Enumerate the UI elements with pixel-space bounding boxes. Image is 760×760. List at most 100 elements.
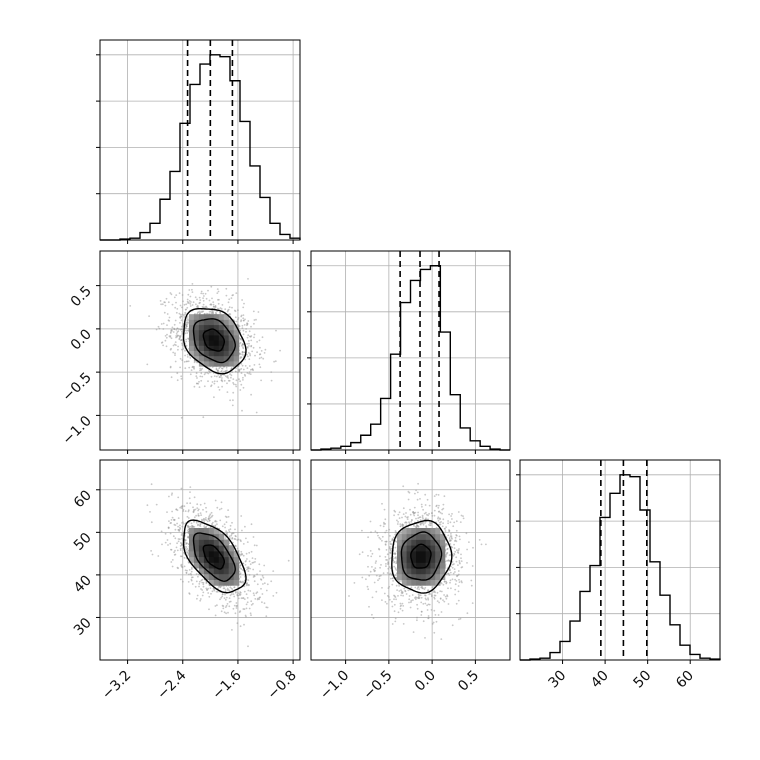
sample-point	[250, 339, 253, 342]
sample-point	[200, 372, 203, 375]
sample-point	[431, 594, 433, 597]
sample-point	[408, 521, 410, 524]
sample-point	[470, 584, 473, 587]
sample-point	[386, 602, 388, 605]
sample-point	[395, 574, 397, 577]
density-cell	[430, 528, 436, 535]
density-cell	[223, 550, 230, 558]
sample-point	[208, 299, 211, 302]
sample-point	[408, 601, 410, 604]
sample-point	[424, 586, 427, 589]
sample-point	[240, 550, 243, 553]
sample-point	[428, 512, 430, 515]
sample-point	[458, 548, 460, 550]
y-tick-label: 40	[71, 572, 95, 596]
sample-point	[181, 537, 184, 540]
sample-point	[447, 603, 450, 605]
sample-point	[188, 300, 191, 302]
sample-point	[182, 510, 185, 512]
sample-point	[171, 330, 173, 332]
sample-point	[367, 536, 369, 539]
sample-point	[439, 511, 442, 514]
density-cell	[228, 340, 235, 346]
density-cell	[203, 533, 210, 540]
sample-point	[225, 287, 228, 290]
sample-point	[177, 567, 180, 570]
density-cell	[203, 360, 210, 367]
sample-point	[421, 587, 424, 590]
density-cell	[213, 355, 220, 362]
sample-point	[244, 365, 247, 367]
sample-point	[235, 379, 238, 382]
density-cell	[189, 533, 195, 540]
y-tick-label: −1.0	[59, 413, 94, 448]
sample-point	[191, 283, 194, 285]
sample-point	[454, 578, 456, 581]
sample-point	[195, 372, 198, 375]
sample-point	[216, 590, 219, 593]
sample-point	[168, 335, 171, 337]
sample-point	[234, 310, 237, 313]
sample-point	[430, 609, 433, 611]
sample-point	[443, 594, 445, 596]
density-cell	[228, 319, 235, 326]
sample-point	[452, 525, 455, 528]
sample-point	[199, 512, 202, 514]
sample-point	[161, 543, 163, 546]
sample-point	[446, 548, 449, 550]
sample-point	[155, 503, 158, 506]
sample-point	[389, 551, 391, 554]
sample-point	[374, 562, 377, 564]
sample-point	[193, 385, 196, 388]
histogram-p3	[520, 474, 721, 661]
density-cell	[228, 329, 235, 336]
sample-point	[184, 354, 187, 357]
sample-point	[402, 623, 405, 625]
density-cell	[223, 539, 230, 546]
sample-point	[186, 502, 189, 505]
sample-point	[457, 511, 460, 513]
sample-point	[177, 348, 179, 351]
sample-point	[392, 580, 394, 582]
scatter-points	[348, 482, 487, 640]
sample-point	[166, 511, 168, 513]
sample-point	[205, 312, 208, 315]
sample-point	[203, 385, 206, 388]
sample-point	[168, 520, 170, 522]
density-cell	[213, 568, 220, 575]
sample-point	[191, 366, 194, 369]
sample-point	[227, 308, 230, 311]
sample-point	[451, 566, 454, 569]
density-cell	[213, 350, 220, 357]
sample-point	[211, 590, 214, 593]
sample-point	[198, 514, 200, 517]
sample-point	[420, 610, 423, 613]
scatter-frame	[310, 459, 511, 661]
sample-point	[223, 611, 226, 614]
sample-point	[417, 482, 419, 485]
sample-point	[229, 586, 232, 589]
sample-point	[416, 491, 419, 494]
sample-point	[164, 532, 167, 535]
density-cell	[435, 573, 441, 580]
sample-point	[188, 592, 191, 594]
sample-point	[163, 311, 166, 314]
sample-point	[375, 590, 378, 593]
sample-point	[200, 290, 203, 293]
sample-point	[170, 519, 173, 521]
sample-point	[238, 378, 240, 381]
sample-point	[173, 554, 176, 556]
sample-point	[410, 601, 412, 604]
x-tick-label: 50	[631, 668, 655, 692]
sample-point	[199, 367, 202, 370]
sample-point	[196, 507, 199, 509]
sample-point	[230, 374, 233, 377]
sample-point	[221, 525, 224, 528]
density-cell	[213, 324, 220, 331]
sample-point	[453, 553, 456, 556]
density-cell	[213, 539, 220, 546]
sample-point	[247, 645, 249, 648]
sample-point	[190, 566, 193, 569]
sample-point	[171, 510, 174, 513]
sample-point	[424, 602, 427, 605]
